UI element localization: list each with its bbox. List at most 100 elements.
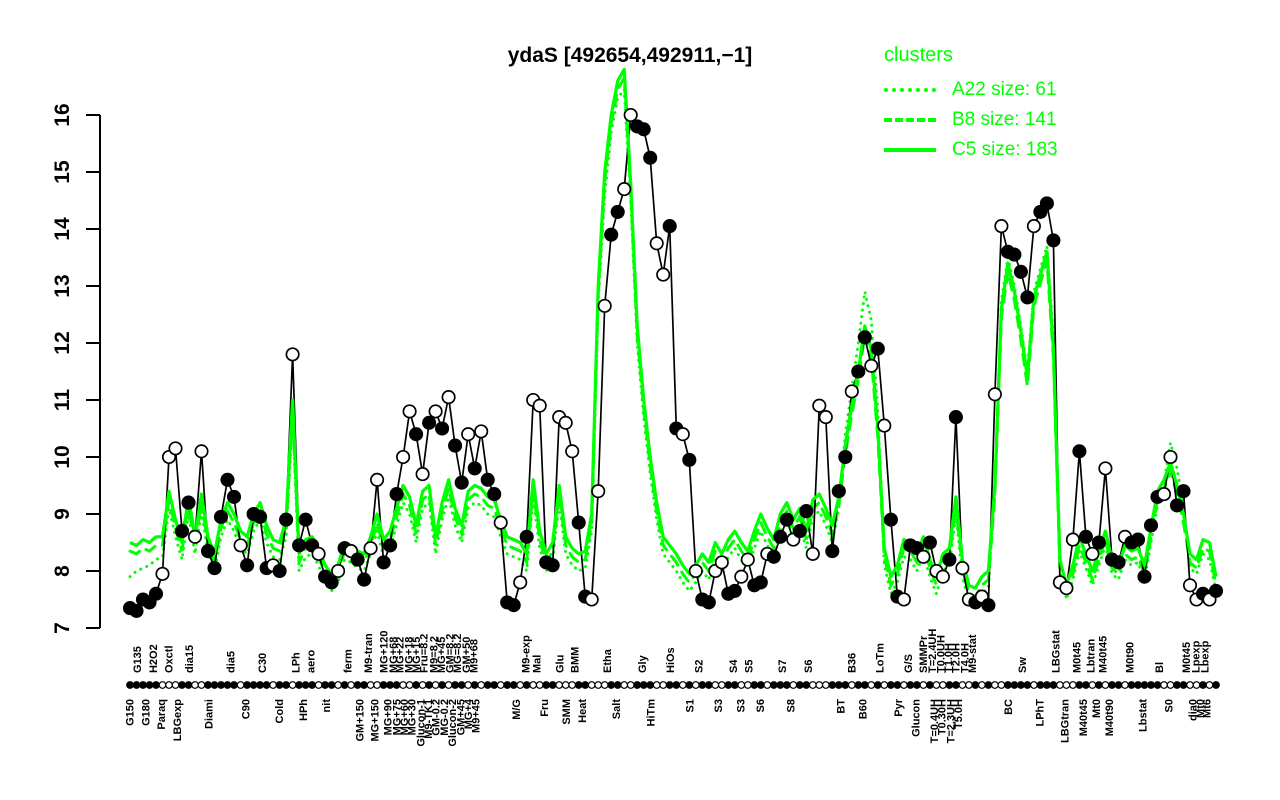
gene-marker (194, 444, 209, 459)
gene-marker (851, 364, 866, 379)
condition-dot (1108, 681, 1116, 689)
gene-marker (805, 546, 820, 561)
gene-marker (740, 552, 755, 567)
x-tick-label: aero (306, 649, 318, 673)
gene-marker (441, 390, 456, 405)
gene-marker (376, 555, 391, 570)
condition-dot (1127, 681, 1136, 689)
gene-marker (155, 566, 170, 581)
gene-marker (363, 541, 378, 556)
x-tick-label: GM+150 (355, 699, 367, 742)
x-tick-label: Oxctl (163, 645, 175, 673)
x-tick-label: M40t45 (1078, 699, 1090, 736)
condition-dot (1114, 681, 1123, 689)
condition-dot (906, 681, 915, 689)
condition-dot (860, 681, 869, 689)
gene-marker (187, 529, 203, 544)
condition-dot (1212, 681, 1220, 689)
x-tick-label: S0 (1164, 699, 1176, 712)
condition-dot (887, 681, 895, 689)
gene-marker (584, 592, 599, 607)
x-tick-label: S1 (685, 699, 697, 712)
gene-marker (428, 404, 443, 419)
gene-marker (818, 410, 833, 425)
condition-dot (698, 681, 707, 689)
gene-marker (148, 586, 164, 601)
gene-marker (1072, 444, 1087, 459)
x-tick-label: Heat (577, 699, 589, 723)
condition-dot (392, 681, 401, 689)
x-tick-label: G180 (141, 699, 153, 726)
x-tick-label: nit (321, 699, 333, 713)
condition-dot (256, 681, 265, 689)
condition-dot (1186, 681, 1194, 689)
gene-marker (389, 487, 404, 502)
condition-dot (991, 681, 999, 689)
gene-marker (1182, 578, 1198, 593)
x-tick-label: MG+60 (399, 699, 411, 735)
gene-marker (773, 529, 788, 544)
condition-dot (685, 681, 694, 689)
gene-marker (272, 563, 287, 579)
condition-dot (522, 681, 531, 689)
gene-marker (506, 598, 521, 613)
gene-marker (617, 182, 632, 197)
x-tick-label: Mal (532, 655, 544, 673)
gene-marker (168, 441, 183, 456)
condition-dot (815, 681, 824, 689)
condition-dot (821, 681, 830, 689)
condition-dot (464, 681, 473, 689)
x-tick-label: G150 (124, 699, 136, 726)
gene-marker (1039, 196, 1054, 211)
condition-dot (620, 681, 629, 689)
condition-dot (470, 681, 479, 689)
condition-dot (1075, 681, 1084, 689)
gene-marker (279, 512, 294, 527)
condition-dot (418, 681, 427, 689)
condition-dot (126, 681, 134, 689)
gene-marker (994, 219, 1009, 234)
x-tick-label: dia15 (184, 645, 196, 673)
condition-dot (399, 681, 408, 689)
gene-marker (916, 549, 931, 564)
condition-dot (236, 681, 245, 689)
condition-dot (828, 681, 837, 689)
y-tick-label: 7 (51, 622, 74, 634)
gene-marker (688, 563, 703, 579)
gene-marker (701, 595, 716, 610)
condition-dot (444, 681, 453, 689)
condition-dot (945, 681, 954, 689)
condition-dot (243, 681, 252, 689)
x-tick-label: B36 (846, 653, 858, 673)
condition-dot (386, 681, 395, 689)
gene-marker (812, 398, 827, 413)
condition-dot (750, 681, 759, 689)
gene-marker (1156, 487, 1172, 502)
condition-dot (1042, 681, 1051, 689)
gene-marker (838, 449, 853, 465)
gene-marker (487, 487, 502, 502)
condition-dot (1173, 681, 1181, 689)
x-tick-label: S8 (786, 699, 798, 712)
x-tick-label: Sw (1017, 657, 1029, 673)
condition-dot (529, 681, 538, 689)
condition-dot (503, 681, 512, 689)
gene-marker (1208, 583, 1224, 598)
gene-marker (233, 538, 248, 553)
condition-dot (847, 681, 856, 689)
gene-marker (474, 424, 489, 439)
condition-dot (997, 681, 1006, 689)
gene-marker (942, 552, 957, 567)
x-tick-label: T0.30H (937, 699, 949, 735)
x-tick-label: MG+18 (403, 637, 415, 673)
x-tick-label: T5.0H (953, 699, 965, 729)
condition-dot (1121, 681, 1129, 689)
x-tick-label: S3 (713, 699, 725, 712)
condition-dot (1094, 681, 1103, 689)
x-tick-label: Glu (554, 655, 566, 673)
condition-dot (646, 681, 655, 689)
condition-dot (867, 681, 876, 689)
gene-marker (383, 538, 398, 553)
y-tick-label: 12 (51, 331, 74, 354)
gene-marker (870, 341, 885, 356)
